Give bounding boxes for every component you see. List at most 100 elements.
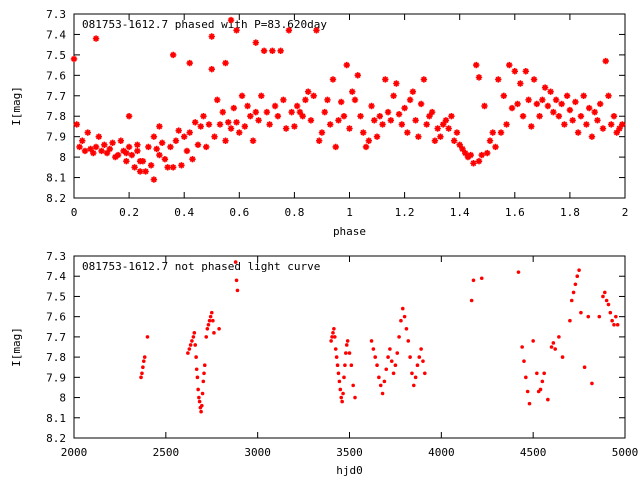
data-point: [610, 318, 614, 323]
data-point: [192, 331, 197, 335]
data-point: [437, 133, 444, 140]
data-point: [462, 149, 469, 157]
data-point: [478, 151, 485, 159]
data-point: [349, 363, 354, 368]
data-point: [204, 335, 209, 339]
data-point: [378, 383, 383, 388]
data-point: [375, 363, 379, 368]
x-tick-label: 0: [71, 206, 78, 219]
data-point: [92, 143, 100, 151]
data-point: [349, 88, 356, 95]
data-point: [90, 149, 97, 157]
data-point: [602, 57, 609, 65]
data-point: [439, 121, 447, 128]
data-point: [345, 339, 350, 343]
data-point: [386, 355, 390, 359]
data-point: [346, 125, 353, 132]
data-point: [236, 129, 243, 136]
data-point: [558, 100, 565, 108]
data-point: [552, 96, 560, 104]
data-point: [117, 137, 125, 144]
data-point: [533, 100, 541, 108]
data-point: [98, 147, 105, 155]
data-point: [597, 100, 604, 108]
data-point: [156, 151, 163, 159]
data-point: [588, 133, 596, 140]
data-point: [456, 141, 463, 149]
data-point: [139, 158, 147, 165]
plot-frame: [73, 13, 626, 199]
data-point: [397, 335, 401, 339]
plot-frame: [73, 255, 626, 439]
data-point: [282, 125, 290, 132]
data-point: [530, 76, 538, 83]
data-point: [310, 92, 317, 99]
data-point: [520, 345, 524, 349]
data-point: [120, 147, 127, 155]
data-point: [338, 387, 343, 392]
data-point: [408, 355, 412, 359]
x-tick-label: 4000: [428, 446, 455, 459]
y-tick-label: 8.2: [46, 192, 66, 205]
data-point: [450, 137, 458, 144]
data-point: [344, 351, 348, 355]
data-point: [109, 139, 116, 146]
data-point: [379, 121, 386, 128]
data-point: [187, 347, 192, 351]
data-point: [541, 84, 549, 91]
data-point: [340, 113, 348, 120]
data-point: [271, 102, 279, 110]
data-point: [219, 108, 226, 116]
data-point: [227, 16, 235, 24]
data-point: [134, 141, 141, 149]
data-point: [169, 164, 177, 171]
data-point: [329, 76, 337, 83]
data-point: [212, 331, 216, 335]
data-point: [536, 113, 543, 120]
data-point: [434, 125, 441, 132]
data-point: [613, 129, 620, 136]
data-point: [183, 147, 191, 155]
data-point: [522, 68, 530, 75]
data-point: [195, 375, 200, 380]
data-point: [288, 108, 295, 116]
data-point: [572, 98, 579, 106]
data-point: [604, 298, 609, 303]
data-point: [417, 100, 425, 108]
data-point: [202, 371, 206, 376]
data-point: [123, 149, 130, 157]
data-point: [511, 68, 518, 75]
data-point: [202, 363, 207, 368]
x-tick-label: 1.8: [560, 206, 580, 219]
data-point: [471, 278, 476, 283]
y-axis-label: I[mag]: [10, 86, 23, 126]
data-point: [189, 155, 196, 163]
data-point: [172, 137, 180, 144]
data-point: [234, 278, 239, 283]
x-tick-label: 1.4: [450, 206, 470, 219]
data-point: [373, 355, 378, 359]
data-point: [329, 339, 333, 343]
data-point: [106, 145, 114, 153]
x-tick-label: 2000: [61, 446, 88, 459]
data-point: [201, 379, 206, 384]
data-point: [338, 98, 345, 106]
data-point: [233, 27, 240, 34]
data-point: [412, 117, 419, 124]
data-point: [347, 351, 352, 355]
data-point: [141, 359, 146, 363]
data-point: [612, 322, 616, 327]
data-point: [81, 147, 89, 155]
data-point: [417, 355, 422, 359]
data-point: [428, 108, 436, 116]
data-point: [481, 102, 488, 110]
data-point: [464, 153, 472, 161]
data-point: [199, 409, 203, 414]
data-point: [547, 88, 554, 95]
y-tick-label: 7.9: [46, 131, 66, 144]
data-point: [380, 391, 385, 396]
data-point: [339, 395, 344, 400]
data-point: [142, 355, 147, 359]
data-point: [87, 145, 94, 153]
data-point: [197, 395, 201, 400]
